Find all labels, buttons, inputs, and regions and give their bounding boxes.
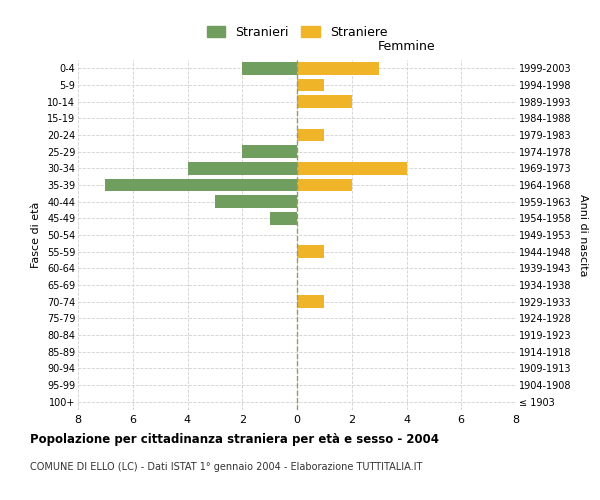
Bar (297, 179, 352, 192)
Bar (297, 79, 325, 92)
Legend: Stranieri, Straniere: Stranieri, Straniere (202, 21, 392, 44)
Text: Femmine: Femmine (377, 40, 436, 53)
Bar (215, 196, 297, 208)
Bar (297, 62, 379, 74)
Bar (297, 129, 325, 141)
Text: COMUNE DI ELLO (LC) - Dati ISTAT 1° gennaio 2004 - Elaborazione TUTTITALIA.IT: COMUNE DI ELLO (LC) - Dati ISTAT 1° genn… (30, 462, 422, 472)
Bar (297, 296, 325, 308)
Y-axis label: Anni di nascita: Anni di nascita (578, 194, 588, 276)
Y-axis label: Fasce di età: Fasce di età (31, 202, 41, 268)
Bar (106, 179, 297, 192)
Bar (188, 162, 297, 174)
Bar (242, 62, 297, 74)
Bar (297, 162, 407, 174)
Text: Popolazione per cittadinanza straniera per età e sesso - 2004: Popolazione per cittadinanza straniera p… (30, 432, 439, 446)
Bar (297, 96, 352, 108)
Bar (242, 146, 297, 158)
Bar (297, 246, 325, 258)
Bar (269, 212, 297, 224)
